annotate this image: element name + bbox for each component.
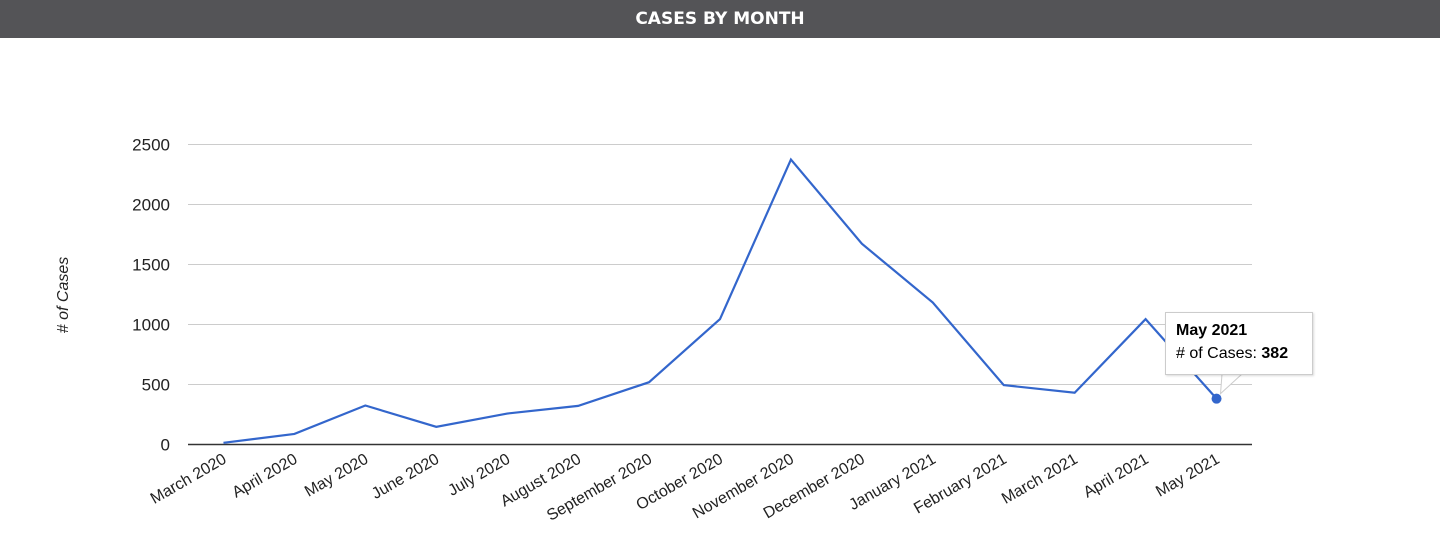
tooltip-value: 382	[1261, 345, 1289, 362]
y-tick-label: 500	[142, 376, 170, 395]
tooltip: May 2021 # of Cases: 382	[1165, 312, 1313, 375]
y-tick-label: 2000	[132, 196, 170, 215]
x-tick-label: March 2020	[148, 451, 230, 508]
y-tick-label: 0	[161, 436, 170, 455]
y-tick-label: 1000	[132, 316, 170, 335]
x-tick-label: April 2021	[1081, 451, 1152, 502]
data-line	[223, 157, 1218, 444]
y-tick-label: 2500	[132, 136, 170, 155]
chart-header: CASES BY MONTH	[0, 0, 1440, 38]
x-tick-label: April 2020	[230, 451, 301, 502]
y-axis-title: # of Cases	[55, 257, 72, 333]
tooltip-label: # of Cases:	[1176, 345, 1257, 362]
tooltip-pointer	[1219, 373, 1244, 395]
x-tick-label: March 2021	[999, 451, 1081, 508]
x-tick-label: May 2021	[1153, 451, 1222, 501]
data-point	[1211, 393, 1222, 404]
x-tick-label: June 2020	[369, 451, 442, 503]
y-tick-label: 1500	[132, 256, 170, 275]
tooltip-title: May 2021	[1176, 322, 1248, 339]
x-tick-label: May 2020	[302, 451, 371, 501]
